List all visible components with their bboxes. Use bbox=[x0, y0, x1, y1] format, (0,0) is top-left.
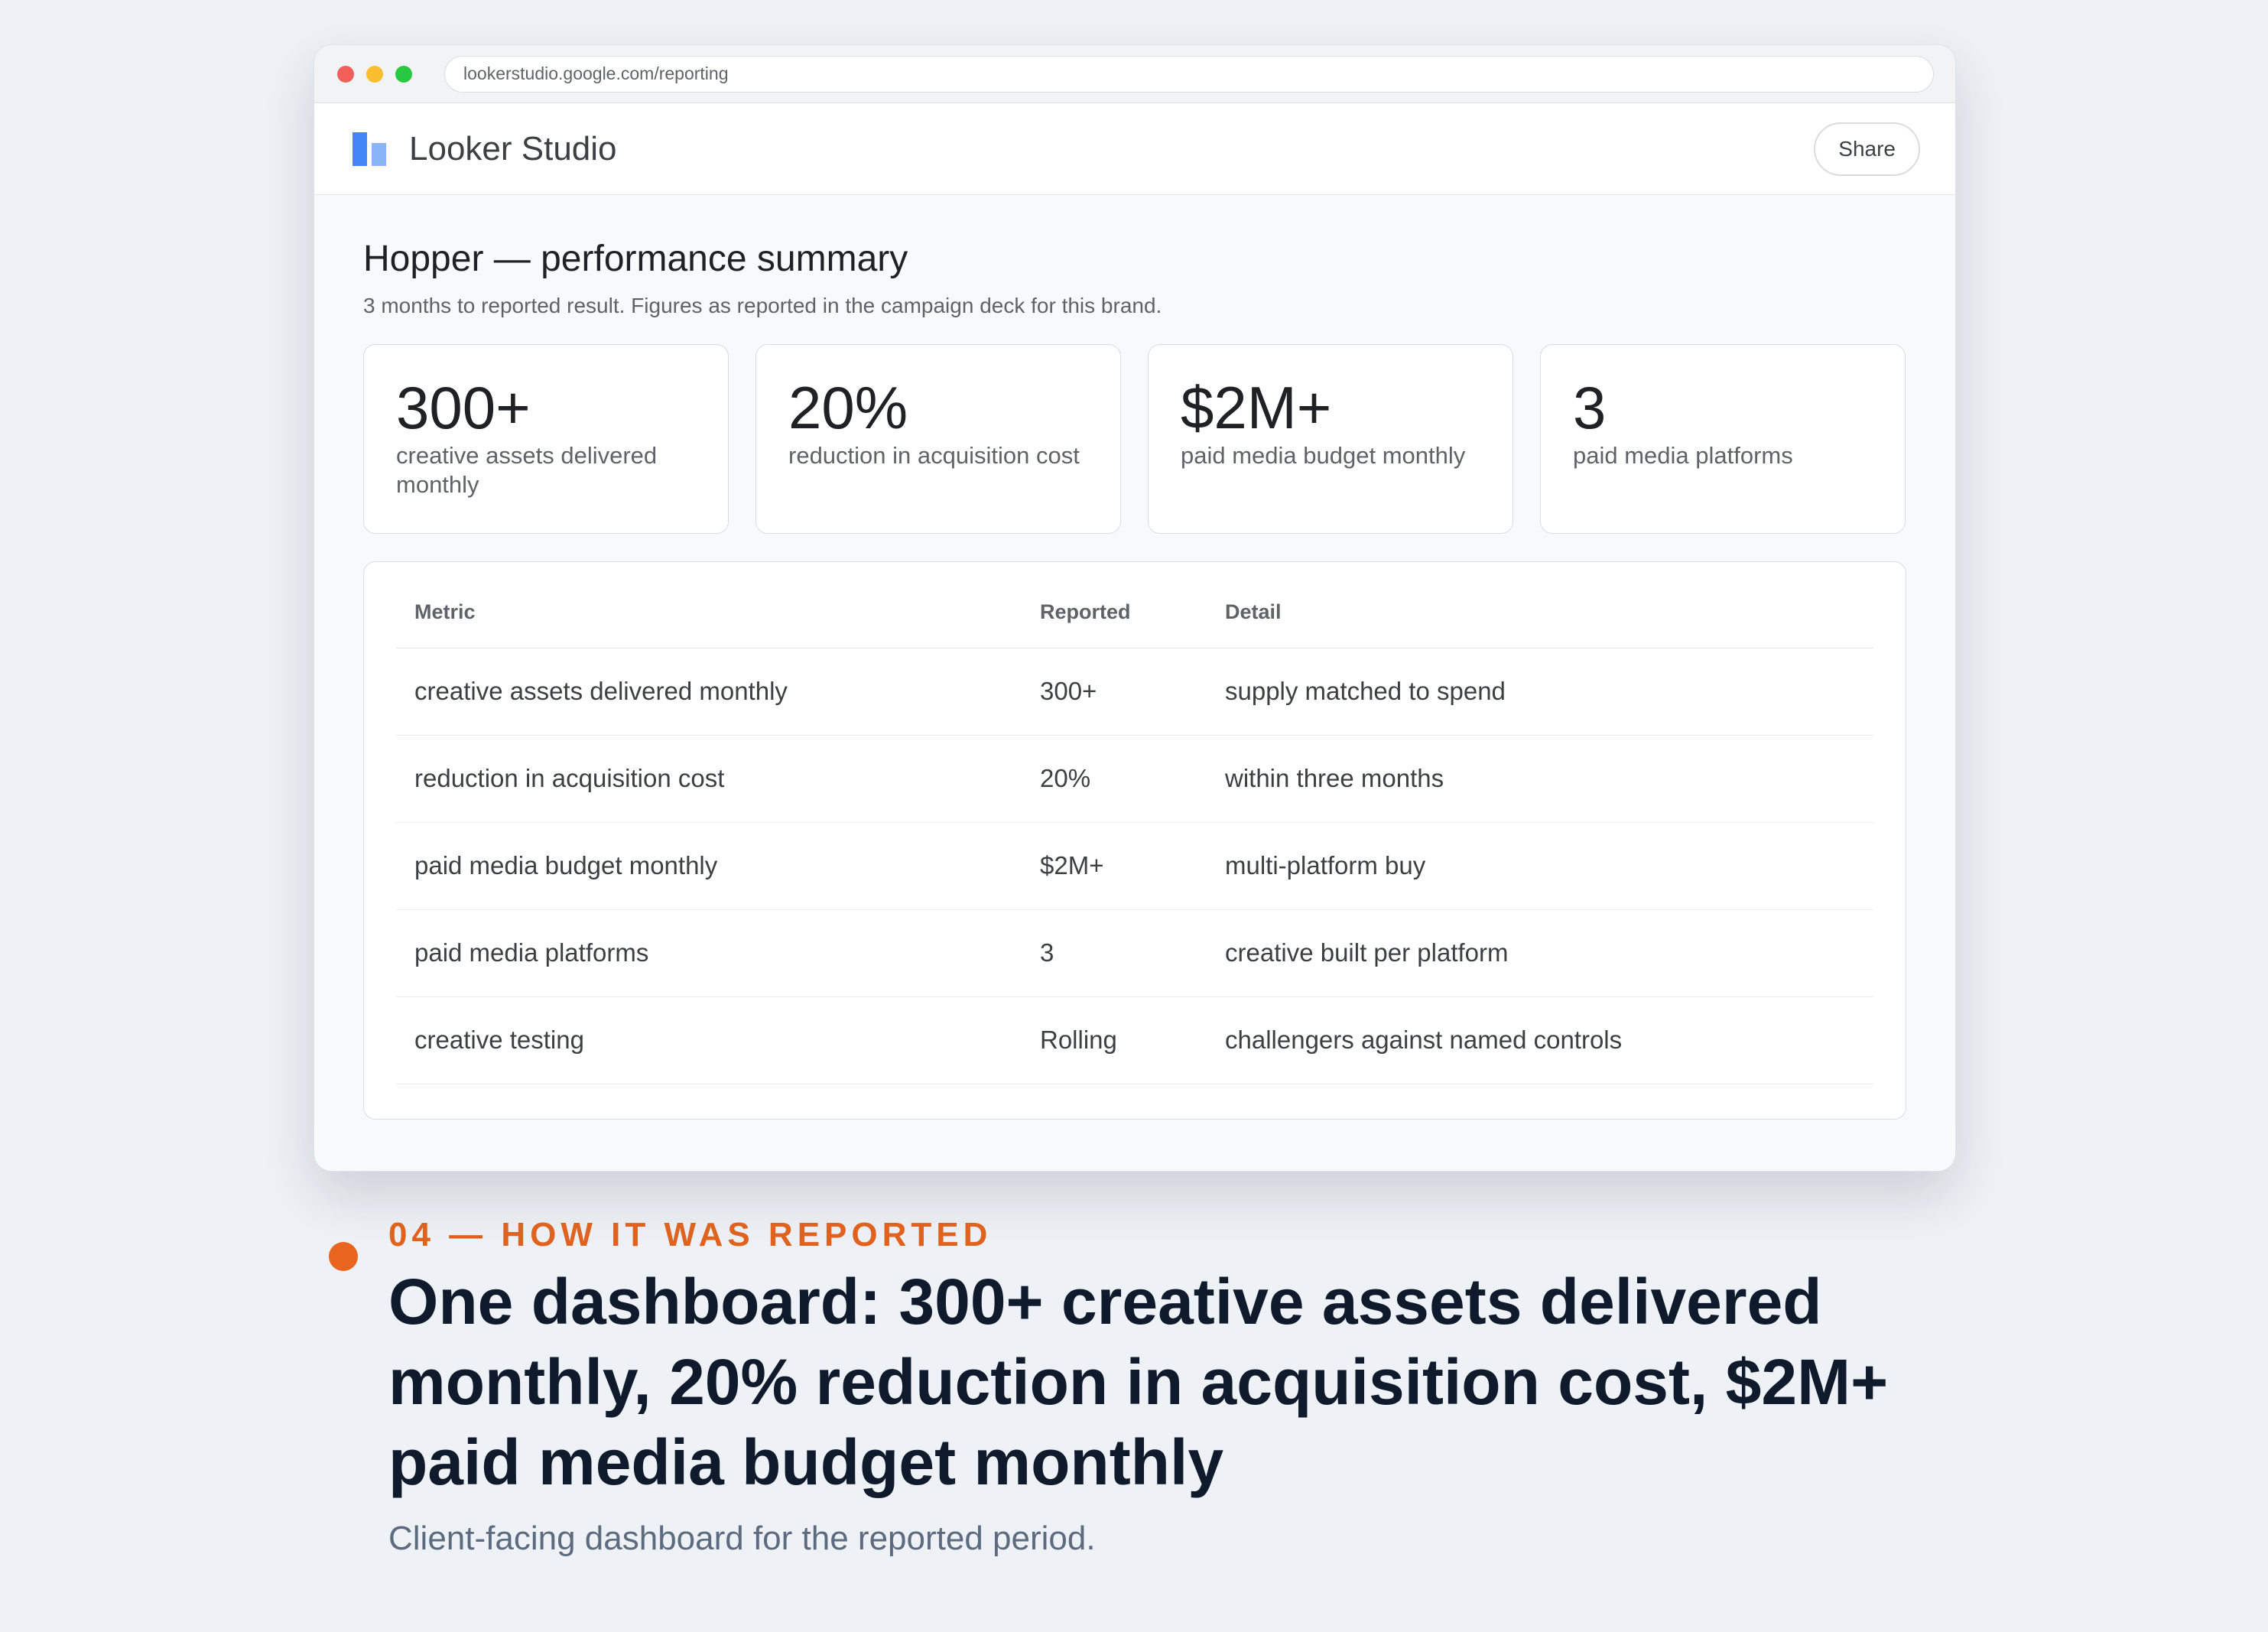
maximize-window-button[interactable] bbox=[395, 65, 412, 83]
browser-toolbar: lookerstudio.google.com/reporting bbox=[314, 45, 1955, 103]
app-header: Looker Studio Share bbox=[314, 103, 1955, 195]
kpi-label: paid media budget monthly bbox=[1181, 442, 1466, 469]
caption-block: 04 — HOW IT WAS REPORTED One dashboard: … bbox=[329, 1216, 1973, 1558]
looker-studio-logo-icon bbox=[353, 132, 388, 166]
detail-cell: supply matched to spend bbox=[1207, 648, 1873, 736]
column-header-metric[interactable]: Metric bbox=[396, 600, 1022, 649]
accent-dot-icon bbox=[329, 1242, 358, 1271]
table-row: paid media platforms 3 creative built pe… bbox=[396, 909, 1873, 997]
address-bar[interactable]: lookerstudio.google.com/reporting bbox=[444, 55, 1934, 93]
detail-cell: creative built per platform bbox=[1207, 909, 1873, 997]
section-eyebrow: 04 — HOW IT WAS REPORTED bbox=[388, 1216, 993, 1253]
reported-cell: 3 bbox=[1022, 909, 1207, 997]
table-row: reduction in acquisition cost 20% within… bbox=[396, 735, 1873, 823]
report-canvas: Hopper — performance summary 3 months to… bbox=[314, 195, 1955, 1120]
report-title: Hopper — performance summary bbox=[363, 239, 908, 279]
reported-cell: Rolling bbox=[1022, 996, 1207, 1084]
kpi-card: 3 paid media platforms bbox=[1540, 344, 1906, 534]
kpi-value: 3 bbox=[1573, 374, 1607, 441]
browser-window: lookerstudio.google.com/reporting Looker… bbox=[314, 44, 1956, 1172]
kpi-value: 20% bbox=[788, 374, 908, 441]
column-header-reported[interactable]: Reported bbox=[1022, 600, 1207, 649]
kpi-card: $2M+ paid media budget monthly bbox=[1148, 344, 1513, 534]
app-name: Looker Studio bbox=[409, 129, 617, 167]
metric-cell: paid media platforms bbox=[396, 909, 1022, 997]
kpi-row: 300+ creative assets delivered monthly 2… bbox=[363, 344, 1906, 534]
reported-cell: 300+ bbox=[1022, 648, 1207, 736]
report-subtitle: 3 months to reported result. Figures as … bbox=[363, 294, 1162, 317]
url-text: lookerstudio.google.com/reporting bbox=[463, 63, 729, 83]
kpi-value: 300+ bbox=[396, 374, 531, 441]
kpi-label: creative assets delivered monthly bbox=[396, 442, 658, 498]
kpi-label: paid media platforms bbox=[1573, 442, 1793, 469]
caption-description: Client-facing dashboard for the reported… bbox=[388, 1520, 1096, 1557]
table-row: creative assets delivered monthly 300+ s… bbox=[396, 648, 1873, 736]
metric-cell: reduction in acquisition cost bbox=[396, 735, 1022, 823]
kpi-label: reduction in acquisition cost bbox=[788, 442, 1080, 469]
reported-cell: 20% bbox=[1022, 735, 1207, 823]
kpi-card: 300+ creative assets delivered monthly bbox=[363, 344, 729, 534]
table-row: creative testing Rolling challengers aga… bbox=[396, 996, 1873, 1084]
detail-cell: challengers against named controls bbox=[1207, 996, 1873, 1084]
metrics-table: Metric Reported Detail creative assets d… bbox=[396, 600, 1873, 1084]
table-row: paid media budget monthly $2M+ multi-pla… bbox=[396, 822, 1873, 910]
detail-cell: multi-platform buy bbox=[1207, 822, 1873, 910]
close-window-button[interactable] bbox=[337, 65, 354, 83]
metric-cell: creative assets delivered monthly bbox=[396, 648, 1022, 736]
metric-cell: creative testing bbox=[396, 996, 1022, 1084]
kpi-card: 20% reduction in acquisition cost bbox=[755, 344, 1121, 534]
column-header-detail[interactable]: Detail bbox=[1207, 600, 1873, 649]
kpi-value: $2M+ bbox=[1181, 374, 1332, 441]
table-header-row: Metric Reported Detail bbox=[396, 600, 1873, 649]
reported-cell: $2M+ bbox=[1022, 822, 1207, 910]
share-button[interactable]: Share bbox=[1814, 122, 1920, 176]
detail-cell: within three months bbox=[1207, 735, 1873, 823]
minimize-window-button[interactable] bbox=[366, 65, 383, 83]
metrics-table-card: Metric Reported Detail creative assets d… bbox=[363, 561, 1906, 1120]
metric-cell: paid media budget monthly bbox=[396, 822, 1022, 910]
caption-headline: One dashboard: 300+ creative assets deli… bbox=[388, 1266, 1889, 1498]
